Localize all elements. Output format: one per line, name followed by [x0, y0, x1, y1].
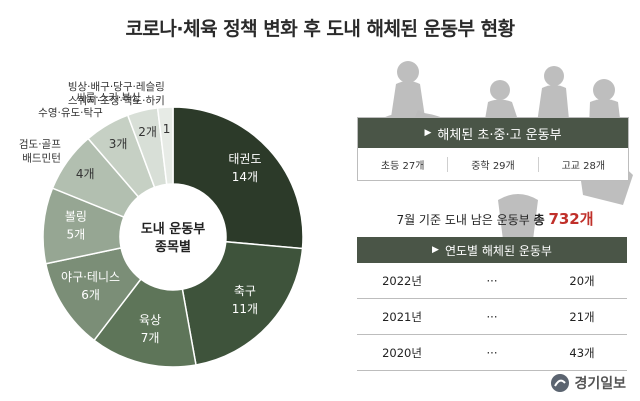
school-box-header: ▶ 해체된 초·중·고 운동부 [358, 118, 628, 148]
count-cell: 43개 [569, 345, 595, 360]
dots-cell: ··· [486, 309, 498, 324]
chart-title: 코로나·체육 정책 변화 후 도내 해체된 운동부 현황 [125, 18, 515, 40]
slice-label: 태권도 [228, 152, 261, 166]
slice-label: 검도·골프 [19, 139, 61, 151]
slice-value: 5개 [67, 227, 86, 241]
triangle-right-icon: ▶ [432, 245, 439, 255]
slice-label: 축구 [234, 284, 256, 298]
remaining-value: 732개 [548, 210, 594, 228]
year-cell: 2021년 [382, 309, 422, 324]
publisher-logo: 경기일보 [550, 373, 626, 393]
logo-text: 경기일보 [574, 376, 626, 392]
year-cell: 2020년 [382, 345, 422, 360]
school-box-title: 해체된 초·중·고 운동부 [437, 127, 562, 143]
middle-count: 중학 29개 [447, 156, 537, 172]
slice-value: 11개 [232, 302, 258, 316]
remaining-emph: 총 [533, 213, 545, 227]
slice-label: 볼링 [65, 209, 87, 223]
yearly-table-title: 연도별 해체된 운동부 [444, 243, 552, 258]
slice-label: 씨름·스키·복싱 [76, 92, 141, 104]
yearly-table-header: ▶ 연도별 해체된 운동부 [357, 237, 627, 263]
slice-label: 수영·유도·탁구 [38, 107, 103, 119]
dots-cell: ··· [486, 345, 498, 360]
pie-slice [181, 240, 304, 366]
slice-value: 2개 [138, 125, 157, 139]
elementary-count: 초등 27개 [380, 160, 425, 172]
logo-icon [551, 374, 570, 392]
slice-value: 14개 [232, 170, 258, 184]
center-label: 종목별 [155, 239, 191, 255]
remaining-teams: 7월 기준 도내 남은 운동부 총 732개 [350, 208, 640, 229]
count-cell: 20개 [569, 273, 595, 288]
slice-label: 육상 [139, 313, 161, 327]
table-row: 2022년 ··· 20개 [357, 263, 627, 299]
slice-value: 4개 [76, 167, 95, 181]
table-row: 2020년 ··· 43개 [357, 335, 627, 371]
slice-value: 3개 [109, 137, 128, 151]
slice-value: 1 [163, 122, 171, 136]
remaining-prefix: 7월 기준 도내 남은 운동부 [396, 213, 530, 227]
center-label: 도내 운동부 [141, 221, 205, 237]
table-row: 2021년 ··· 21개 [357, 299, 627, 335]
year-cell: 2022년 [382, 273, 422, 288]
pie-slice [156, 106, 174, 186]
count-cell: 21개 [569, 309, 595, 324]
dissolved-school-teams-box: ▶ 해체된 초·중·고 운동부 초등 27개 중학 29개 고교 28개 [357, 117, 629, 181]
slice-label: 야구·테니스 [61, 270, 120, 284]
yearly-dissolved-table: ▶ 연도별 해체된 운동부 2022년 ··· 20개 2021년 ··· 21… [357, 237, 627, 371]
slice-label: 배드민턴 [22, 153, 61, 165]
dots-cell: ··· [486, 273, 498, 288]
pie-slice [172, 106, 304, 250]
triangle-right-icon: ▶ [424, 128, 432, 138]
high-count: 고교 28개 [537, 156, 628, 172]
slice-label: 스쿼시·조정·역도·하키 [68, 94, 165, 107]
slice-value: 6개 [81, 288, 100, 302]
slice-value: 7개 [141, 331, 160, 345]
slice-label: 빙상·배구·당구·레슬링 [68, 81, 165, 93]
